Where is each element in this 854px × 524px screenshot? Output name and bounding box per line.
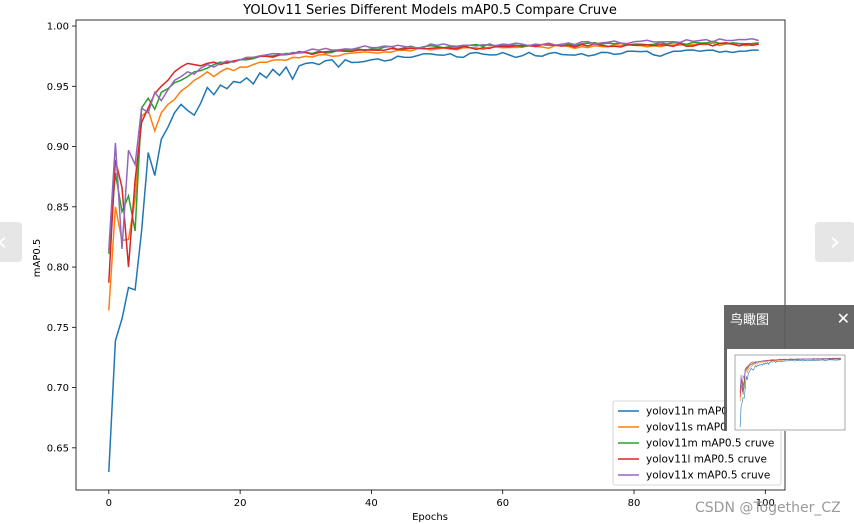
y-axis-label: mAP0.5 (32, 239, 43, 278)
x-tick-label: 40 (365, 498, 378, 509)
x-tick-label: 60 (496, 498, 509, 509)
watermark: CSDN @Together_CZ (695, 500, 841, 516)
legend-label: yolov11l mAP0.5 cruve (646, 454, 767, 466)
chevron-left-icon: ‹ (0, 229, 7, 255)
minimap-series-line (739, 358, 841, 398)
y-tick-label: 0.65 (47, 443, 69, 454)
x-tick-label: 20 (234, 498, 247, 509)
previous-image-button[interactable]: ‹ (0, 222, 22, 262)
minimap-frame (734, 354, 846, 431)
y-tick-label: 0.70 (47, 383, 69, 394)
chevron-right-icon: › (829, 227, 841, 257)
minimap-series-line (739, 358, 841, 402)
x-tick-label: 100 (756, 498, 775, 509)
close-icon[interactable]: ✕ (836, 308, 850, 328)
minimap-header: 鸟瞰图 ✕ (724, 305, 854, 331)
minimap-title: 鸟瞰图 (730, 312, 770, 328)
y-tick-label: 0.90 (47, 142, 69, 153)
x-tick-label: 80 (628, 498, 641, 509)
series-line-4 (108, 41, 759, 283)
y-tick-label: 0.95 (47, 82, 69, 93)
y-tick-label: 1.00 (47, 22, 69, 33)
series-line-5 (108, 38, 759, 251)
y-tick-label: 0.80 (47, 263, 69, 274)
minimap-series-line (739, 359, 841, 428)
minimap-series-line (739, 357, 841, 392)
next-image-button[interactable]: › (815, 222, 854, 262)
minimap-panel: 鸟瞰图 ✕ (724, 305, 854, 431)
y-tick-label: 0.85 (47, 202, 69, 213)
x-axis-label: Epochs (412, 512, 448, 523)
series-line-1 (108, 49, 759, 472)
x-tick-label: 0 (106, 498, 112, 509)
chart-title: YOLOv11 Series Different Models mAP0.5 C… (242, 3, 617, 18)
series-line-2 (108, 42, 759, 311)
minimap-thumbnail[interactable] (727, 349, 854, 431)
legend-label: yolov11m mAP0.5 cruve (646, 438, 774, 450)
legend-label: yolov11x mAP0.5 cruve (646, 470, 770, 482)
y-tick-label: 0.75 (47, 323, 69, 334)
